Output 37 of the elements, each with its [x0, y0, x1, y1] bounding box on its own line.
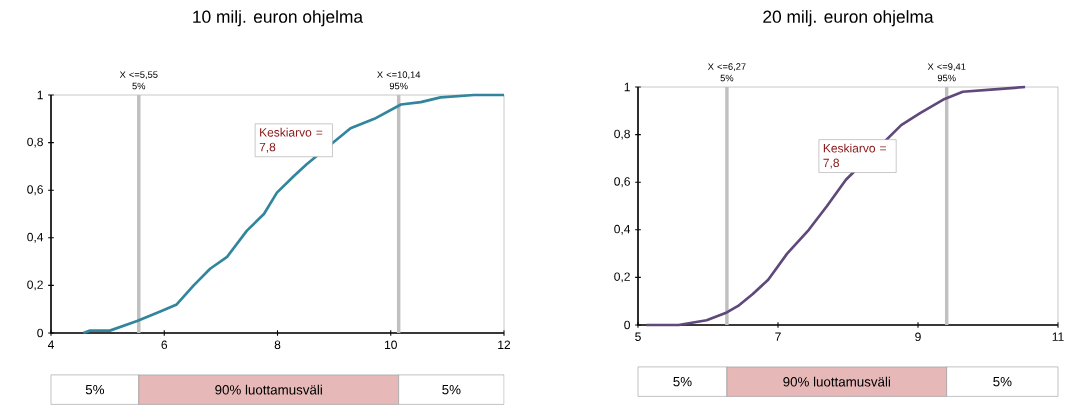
y-tick-label: 0,8	[614, 129, 630, 140]
annotation: Keskiarvo = 7,8	[259, 127, 323, 153]
text: 5%	[673, 376, 692, 387]
x-tick-label: 12	[498, 340, 511, 349]
annotation: Keskiarvo = 7,8	[823, 143, 886, 169]
y-tick-label: 1	[624, 82, 630, 92]
text: 5%	[85, 384, 105, 395]
x-tick-label: 8	[274, 340, 281, 350]
y-tick-label: 0,8	[27, 137, 43, 148]
x-tick-label: 6	[161, 340, 168, 350]
line-series	[645, 85, 1027, 327]
x-tick-label: 10	[385, 340, 397, 350]
y-tick-label: 0,4	[27, 232, 44, 243]
x-tick-label: 9	[915, 332, 921, 342]
ref-line-label: X <=9,41 95%	[927, 63, 966, 82]
chart-title: 20 milj. euron ohjelma	[763, 10, 934, 27]
y-tick-label: 0,6	[614, 177, 630, 188]
ref-line-label: X <=10,14 95%	[377, 71, 421, 90]
y-tick-label: 0,2	[27, 280, 43, 291]
x-tick-label: 5	[635, 332, 641, 341]
chart-title: 10 milj. euron ohjelma	[193, 10, 364, 27]
x-tick-label: 7	[775, 332, 781, 341]
text: 5%	[993, 376, 1012, 387]
y-tick-label: 0,6	[27, 185, 43, 196]
text: 90% luottamusväli	[215, 384, 322, 395]
text: 5%	[442, 384, 461, 395]
ref-line-label: X <=5,55 5%	[119, 71, 158, 90]
text: 90% luottamusväli	[783, 376, 890, 387]
x-tick-label: 4	[47, 340, 54, 349]
y-tick-label: 0	[624, 320, 630, 330]
y-tick-label: 0	[37, 328, 43, 338]
y-tick-label: 0,4	[614, 224, 631, 235]
y-tick-label: 1	[37, 90, 43, 100]
x-tick-label: 11	[1052, 332, 1064, 341]
y-tick-label: 0,2	[614, 272, 630, 283]
ref-line-label: X <=6,27 5%	[707, 63, 746, 82]
line-series	[81, 93, 506, 335]
